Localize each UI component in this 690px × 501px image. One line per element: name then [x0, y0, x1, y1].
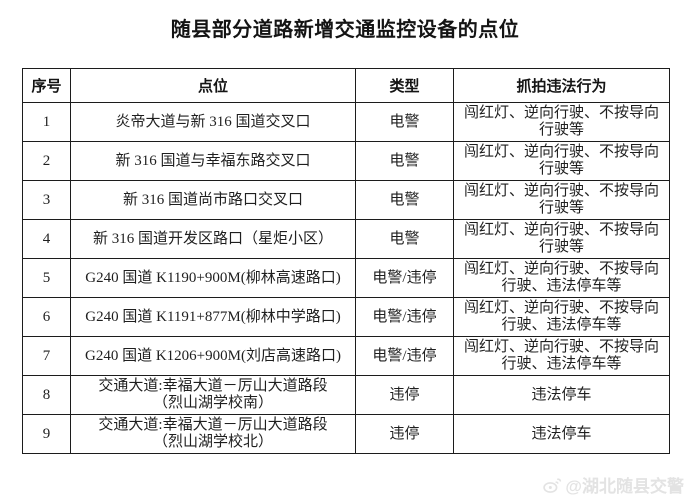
page-title: 随县部分道路新增交通监控设备的点位	[170, 19, 520, 41]
cell-no: 3	[22, 180, 71, 220]
cell-no: 9	[22, 414, 71, 454]
table-row: 4 新 316 国道开发区路口（星炬小区） 电警 闯红灯、逆向行驶、不按导向 行…	[22, 219, 670, 259]
table-row: 1 炎帝大道与新 316 国道交叉口 电警 闯红灯、逆向行驶、不按导向 行驶等	[22, 102, 670, 142]
cell-location: 新 316 国道与幸福东路交叉口	[70, 141, 356, 181]
cell-type: 电警	[355, 180, 454, 220]
header-no: 序号	[22, 68, 71, 103]
header-location: 点位	[70, 68, 356, 103]
cell-violations: 闯红灯、逆向行驶、不按导向 行驶等	[453, 180, 670, 220]
cell-violations: 闯红灯、逆向行驶、不按导向 行驶等	[453, 219, 670, 259]
table-header-row: 序号 点位 类型 抓拍违法行为	[22, 68, 670, 103]
cell-location: G240 国道 K1191+877M(柳林中学路口)	[70, 297, 356, 337]
cell-type: 电警/违停	[355, 336, 454, 376]
cell-location: G240 国道 K1206+900M(刘店高速路口)	[70, 336, 356, 376]
cell-type: 违停	[355, 375, 454, 415]
cell-violations: 闯红灯、逆向行驶、不按导向 行驶、违法停车等	[453, 336, 670, 376]
cell-location: 炎帝大道与新 316 国道交叉口	[70, 102, 356, 142]
cell-no: 6	[22, 297, 71, 337]
cell-location: 新 316 国道尚市路口交叉口	[70, 180, 356, 220]
table-row: 3 新 316 国道尚市路口交叉口 电警 闯红灯、逆向行驶、不按导向 行驶等	[22, 180, 670, 220]
table-row: 8 交通大道:幸福大道－厉山大道路段 （烈山湖学校南） 违停 违法停车	[22, 375, 670, 415]
cell-type: 电警	[355, 219, 454, 259]
cell-violations: 违法停车	[453, 375, 670, 415]
cell-no: 2	[22, 141, 71, 181]
cell-location: 交通大道:幸福大道－厉山大道路段 （烈山湖学校北）	[70, 414, 356, 454]
cell-no: 8	[22, 375, 71, 415]
cell-location: G240 国道 K1190+900M(柳林高速路口)	[70, 258, 356, 298]
cell-type: 电警	[355, 141, 454, 181]
cell-type: 电警/违停	[355, 258, 454, 298]
cell-type: 电警	[355, 102, 454, 142]
cell-no: 7	[22, 336, 71, 376]
cell-no: 1	[22, 102, 71, 142]
header-violations: 抓拍违法行为	[453, 68, 670, 103]
cell-no: 5	[22, 258, 71, 298]
cell-violations: 违法停车	[453, 414, 670, 454]
weibo-icon	[542, 475, 562, 495]
table-row: 2 新 316 国道与幸福东路交叉口 电警 闯红灯、逆向行驶、不按导向 行驶等	[22, 141, 670, 181]
table-row: 7 G240 国道 K1206+900M(刘店高速路口) 电警/违停 闯红灯、逆…	[22, 336, 670, 376]
cell-violations: 闯红灯、逆向行驶、不按导向 行驶、违法停车等	[453, 258, 670, 298]
table-row: 6 G240 国道 K1191+877M(柳林中学路口) 电警/违停 闯红灯、逆…	[22, 297, 670, 337]
cell-location: 新 316 国道开发区路口（星炬小区）	[70, 219, 356, 259]
cell-location: 交通大道:幸福大道－厉山大道路段 （烈山湖学校南）	[70, 375, 356, 415]
cell-no: 4	[22, 219, 71, 259]
table-row: 9 交通大道:幸福大道－厉山大道路段 （烈山湖学校北） 违停 违法停车	[22, 414, 670, 454]
table-row: 5 G240 国道 K1190+900M(柳林高速路口) 电警/违停 闯红灯、逆…	[22, 258, 670, 298]
header-type: 类型	[355, 68, 454, 103]
watermark-text: @湖北随县交警	[565, 477, 684, 496]
cell-type: 违停	[355, 414, 454, 454]
watermark: @湖北随县交警	[542, 472, 684, 497]
cell-violations: 闯红灯、逆向行驶、不按导向 行驶等	[453, 141, 670, 181]
monitoring-points-table: 序号 点位 类型 抓拍违法行为 1 炎帝大道与新 316 国道交叉口 电警 闯红…	[22, 68, 670, 454]
cell-type: 电警/违停	[355, 297, 454, 337]
cell-violations: 闯红灯、逆向行驶、不按导向 行驶等	[453, 102, 670, 142]
cell-violations: 闯红灯、逆向行驶、不按导向 行驶、违法停车等	[453, 297, 670, 337]
